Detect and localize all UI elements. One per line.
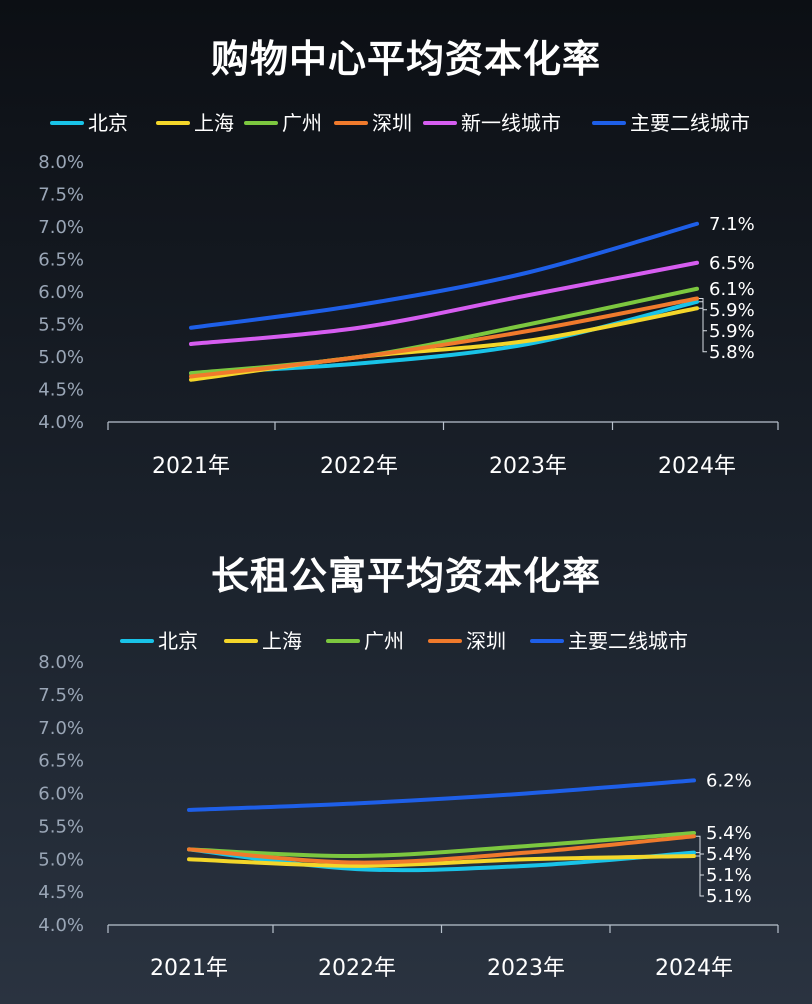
series-line bbox=[187, 830, 696, 858]
y-tick-label: 7.5% bbox=[38, 185, 84, 206]
data-label: 5.4% bbox=[706, 844, 752, 865]
legend-label: 北京 bbox=[158, 629, 198, 653]
y-tick-label: 8.0% bbox=[38, 152, 84, 173]
series-line bbox=[187, 853, 696, 868]
data-label-leader bbox=[696, 835, 704, 855]
chart-rental-apartment: 北京 上海 广州 深圳 主要二线城市 4.0% 4.5% 5.0% 5.5% 6.0% 6.5% 7.… bbox=[38, 629, 779, 981]
chart-shopping-mall: 北京 上海 广州 深圳 新一线城市 主要二线城市 4.0% 4.5% 5.0% 5.5% 6.0% 6… bbox=[38, 111, 779, 479]
legend-label: 广州 bbox=[282, 111, 322, 135]
y-tick-label: 8.0% bbox=[38, 652, 84, 673]
data-label: 5.9% bbox=[709, 300, 755, 321]
data-label: 5.1% bbox=[706, 865, 752, 886]
legend-label: 深圳 bbox=[466, 629, 506, 653]
x-tick-label: 2022年 bbox=[318, 956, 396, 981]
legend-label: 上海 bbox=[194, 111, 234, 135]
legend-item: 北京 bbox=[120, 629, 198, 653]
x-tick-label: 2022年 bbox=[320, 454, 398, 479]
data-label-leader bbox=[696, 855, 704, 897]
series-line bbox=[189, 296, 699, 379]
chart-title-rental-apartment: 长租公寓平均资本化率 bbox=[210, 554, 601, 598]
legend-item: 广州 bbox=[326, 629, 404, 653]
y-tick-label: 6.0% bbox=[38, 784, 84, 805]
series-line bbox=[187, 834, 696, 865]
data-label: 5.8% bbox=[709, 342, 755, 363]
y-tick-label: 7.0% bbox=[38, 718, 84, 739]
y-tick-label: 4.5% bbox=[38, 380, 84, 401]
y-tick-label: 6.5% bbox=[38, 250, 84, 271]
y-tick-label: 4.0% bbox=[38, 915, 84, 936]
x-tick-label: 2024年 bbox=[658, 454, 736, 479]
y-tick-label: 4.0% bbox=[38, 412, 84, 433]
y-tick-label: 6.5% bbox=[38, 751, 84, 772]
data-label: 5.4% bbox=[706, 823, 752, 844]
y-tick-label: 5.0% bbox=[38, 849, 84, 870]
legend-label: 北京 bbox=[88, 111, 128, 135]
data-label: 6.1% bbox=[709, 279, 755, 300]
data-label-leader bbox=[699, 307, 707, 353]
legend-item: 北京 bbox=[50, 111, 128, 135]
y-tick-label: 5.5% bbox=[38, 315, 84, 336]
legend-item: 主要二线城市 bbox=[592, 111, 750, 135]
legend-label: 上海 bbox=[262, 629, 302, 653]
y-tick-label: 7.5% bbox=[38, 685, 84, 706]
legend-item: 深圳 bbox=[334, 111, 412, 135]
legend-item: 广州 bbox=[244, 111, 322, 135]
chart-title-shopping-mall: 购物中心平均资本化率 bbox=[210, 37, 601, 81]
y-tick-label: 5.5% bbox=[38, 816, 84, 837]
series-line bbox=[189, 221, 699, 330]
data-label: 6.2% bbox=[706, 770, 752, 791]
y-tick-label: 6.0% bbox=[38, 282, 84, 303]
x-tick-label: 2021年 bbox=[152, 454, 230, 479]
legend-label: 广州 bbox=[364, 629, 404, 653]
legend-label: 深圳 bbox=[372, 111, 412, 135]
series-line bbox=[187, 847, 696, 873]
legend-item: 上海 bbox=[156, 111, 234, 135]
series-line bbox=[189, 286, 699, 376]
legend-item: 主要二线城市 bbox=[530, 629, 688, 653]
x-tick-label: 2021年 bbox=[150, 956, 228, 981]
legend-item: 深圳 bbox=[428, 629, 506, 653]
x-tick-label: 2024年 bbox=[655, 956, 733, 981]
legend-label: 新一线城市 bbox=[461, 111, 561, 135]
legend-item: 上海 bbox=[224, 629, 302, 653]
data-label: 5.9% bbox=[709, 321, 755, 342]
x-tick-label: 2023年 bbox=[487, 956, 565, 981]
y-tick-label: 7.0% bbox=[38, 217, 84, 238]
y-tick-label: 4.5% bbox=[38, 882, 84, 903]
data-label: 7.1% bbox=[709, 214, 755, 235]
series-line bbox=[189, 260, 699, 346]
data-label: 6.5% bbox=[709, 253, 755, 274]
legend-label: 主要二线城市 bbox=[568, 629, 688, 653]
x-tick-label: 2023年 bbox=[489, 454, 567, 479]
data-label: 5.1% bbox=[706, 886, 752, 907]
y-tick-label: 5.0% bbox=[38, 347, 84, 368]
legend-item: 新一线城市 bbox=[423, 111, 561, 135]
legend-label: 主要二线城市 bbox=[630, 111, 750, 135]
series-line bbox=[187, 778, 696, 812]
